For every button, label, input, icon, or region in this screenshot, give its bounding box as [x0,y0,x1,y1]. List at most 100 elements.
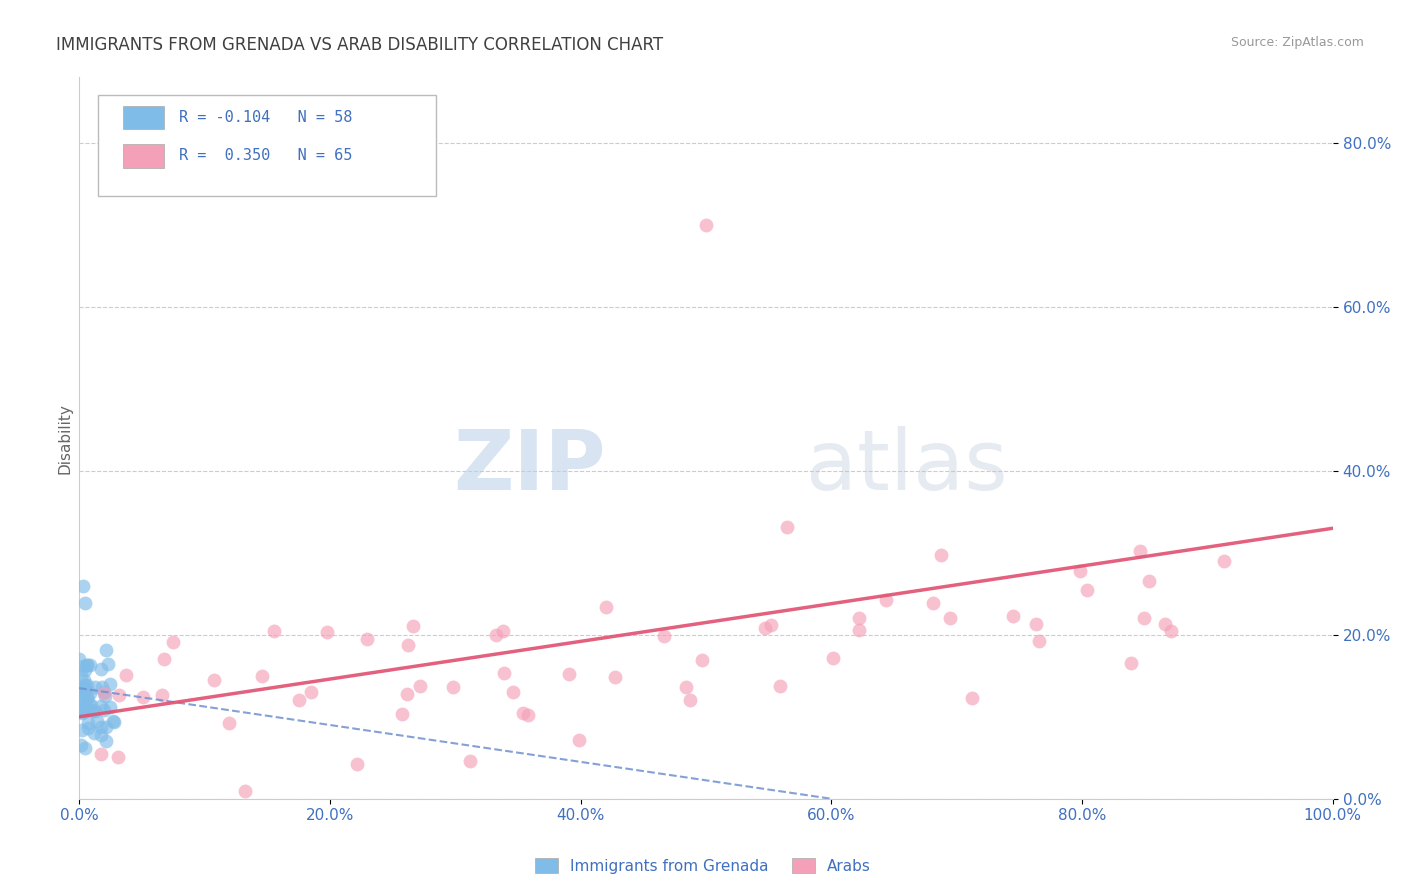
FancyBboxPatch shape [98,95,436,196]
Point [72,686,94,700]
Point [72,659,94,673]
Point [76,658,98,673]
Point [93,685,115,699]
Point [84,680,107,694]
Point [75,741,97,756]
Point [93,685,115,699]
Point [921,596,943,610]
Point [90,699,112,714]
Point [263,624,285,638]
Point [595,600,617,615]
Point [83,725,105,739]
Point [72,701,94,715]
Point [409,679,432,693]
Point [679,693,702,707]
Point [1028,634,1050,648]
Point [70,698,93,713]
Point [72,579,94,593]
Point [115,668,138,682]
Point [346,757,368,772]
Point [492,624,515,638]
Point [76,691,98,706]
Point [70,706,93,720]
Text: ZIP: ZIP [453,426,606,508]
Point [98,677,121,691]
Point [1160,624,1182,638]
Point [91,680,114,694]
Point [76,658,98,673]
FancyBboxPatch shape [122,105,165,129]
Point [1025,616,1047,631]
Point [76,716,98,731]
Point [557,667,579,681]
Point [76,690,98,705]
Point [568,732,591,747]
Point [391,707,413,722]
Point [67,651,90,665]
Point [402,619,425,633]
Point [77,721,100,735]
Point [218,715,240,730]
Point [90,747,112,762]
Point [69,700,91,714]
Point [90,720,112,734]
Point [441,681,464,695]
Point [695,218,717,232]
Point [93,703,115,717]
Text: Source: ZipAtlas.com: Source: ZipAtlas.com [1230,36,1364,49]
Point [299,685,322,699]
Point [287,693,309,707]
Point [72,706,94,720]
Point [101,714,124,728]
Point [69,702,91,716]
Point [94,643,117,657]
Point [1133,611,1156,625]
Point [98,699,121,714]
Point [132,690,155,705]
Point [70,723,93,737]
Point [73,673,96,687]
Point [848,624,870,638]
Point [250,669,273,683]
Point [1153,617,1175,632]
Y-axis label: Disability: Disability [58,402,72,474]
Point [73,681,96,695]
Point [675,680,697,694]
Point [70,738,93,752]
Point [153,651,176,665]
Point [603,670,626,684]
Point [75,596,97,610]
Point [67,703,90,717]
Point [202,673,225,687]
Point [848,611,870,625]
Point [90,728,112,742]
Point [1129,544,1152,558]
Point [79,657,101,672]
Point [512,706,534,720]
Point [1002,608,1025,623]
Point [77,697,100,711]
Point [76,678,98,692]
Point [517,708,540,723]
Point [73,682,96,697]
FancyBboxPatch shape [122,144,165,168]
Point [77,703,100,717]
Point [875,593,897,607]
Point [396,638,419,652]
Point [759,618,782,632]
Point [150,688,173,702]
Point [94,689,117,703]
Point [69,683,91,698]
Point [458,754,481,768]
Point [1076,582,1098,597]
Point [652,629,675,643]
Point [690,653,713,667]
Point [72,691,94,706]
Text: R = -0.104   N = 58: R = -0.104 N = 58 [180,110,353,125]
Text: IMMIGRANTS FROM GRENADA VS ARAB DISABILITY CORRELATION CHART: IMMIGRANTS FROM GRENADA VS ARAB DISABILI… [56,36,664,54]
Point [316,625,339,640]
Point [94,721,117,735]
Point [356,632,378,647]
Point [107,749,129,764]
Point [86,714,108,728]
